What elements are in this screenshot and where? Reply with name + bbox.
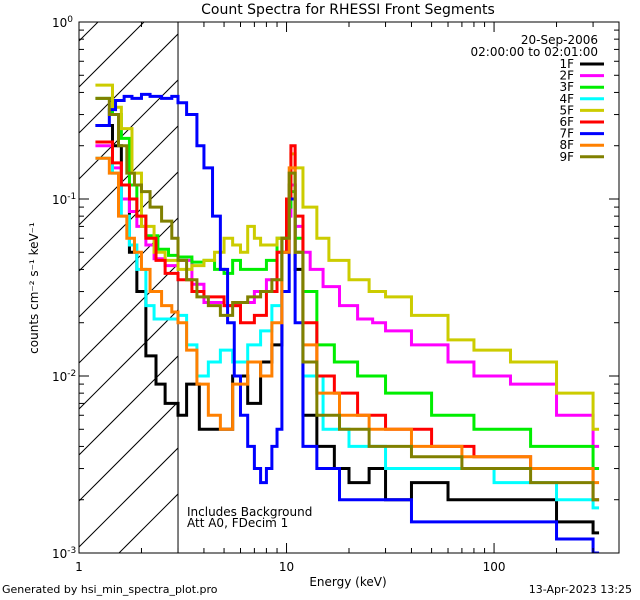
legend-label: 4F: [559, 92, 574, 106]
x-tick-label: 10: [279, 560, 294, 574]
y-tick-label: 10-3: [52, 546, 76, 561]
y-tick-label: 10-2: [52, 369, 76, 384]
series-line-9f: [95, 96, 600, 502]
y-tick-labels: 100 10-1 10-2 10-3: [52, 15, 76, 561]
y-tick-label: 10-1: [52, 192, 76, 207]
legend-label: 5F: [559, 103, 574, 117]
hatch-line: [79, 79, 179, 180]
x-axis-label: Energy (keV): [309, 575, 386, 589]
series-line-1f: [95, 124, 600, 535]
hatch-line: [79, 447, 179, 548]
hatch-line: [79, 33, 179, 134]
legend-label: 2F: [559, 69, 574, 83]
x-tick-label: 1: [75, 560, 83, 574]
x-tick-label: 100: [483, 560, 506, 574]
series-line-5f: [95, 83, 600, 431]
annotation-attenuator: Att A0, FDecim 1: [187, 516, 288, 530]
annotation-background: Includes Background: [187, 505, 312, 519]
timestamp-footer: 13-Apr-2023 13:25: [528, 583, 632, 596]
legend-label: 1F: [559, 57, 574, 71]
series-line-6f: [95, 140, 600, 502]
y-axis-label: counts cm⁻² s⁻¹ keV⁻¹: [27, 222, 41, 354]
legend-label: 7F: [559, 127, 574, 141]
series-line-2f: [95, 144, 600, 448]
legend-label: 8F: [559, 138, 574, 152]
legend-label: 9F: [559, 150, 574, 164]
date-label: 20-Sep-2006: [521, 33, 598, 47]
x-tick-labels: 1 10 100: [75, 560, 505, 574]
y-tick-label: 100: [52, 15, 73, 30]
chart-title: Count Spectra for RHESSI Front Segments: [201, 2, 495, 18]
hatch-line: [79, 309, 179, 410]
series-line-8f: [95, 156, 600, 485]
legend-label: 6F: [559, 115, 574, 129]
time-range-label: 02:00:00 to 02:01:00: [471, 45, 598, 59]
legend-label: 3F: [559, 80, 574, 94]
series-line-7f: [95, 92, 600, 553]
generated-by-footer: Generated by hsi_min_spectra_plot.pro: [2, 583, 218, 596]
series-line-3f: [95, 96, 600, 471]
